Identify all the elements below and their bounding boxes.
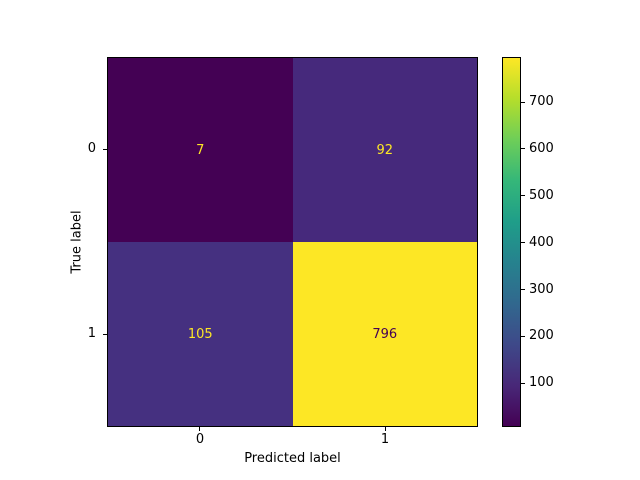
cell-value: 105 xyxy=(187,326,213,342)
colorbar-tick-label: 300 xyxy=(529,282,554,297)
colorbar-tick-mark xyxy=(521,289,525,290)
x-tick-mark-0 xyxy=(199,427,200,431)
colorbar-tick-mark xyxy=(521,102,525,103)
cell-value: 796 xyxy=(372,326,398,342)
colorbar-tick-label: 200 xyxy=(529,328,554,343)
colorbar-tick-label: 500 xyxy=(529,188,554,203)
x-axis-label: Predicted label xyxy=(244,451,341,466)
matrix-cell-r0c0: 7 xyxy=(108,58,293,242)
y-tick-mark-0 xyxy=(103,149,107,150)
y-tick-mark-1 xyxy=(103,334,107,335)
colorbar-tick-mark xyxy=(521,195,525,196)
colorbar-tick-label: 100 xyxy=(529,375,554,390)
matrix-cell-r0c1: 92 xyxy=(292,58,477,242)
y-axis-label: True label xyxy=(69,210,85,274)
colorbar-tick-label: 600 xyxy=(529,141,554,156)
x-tick-label-0: 0 xyxy=(195,432,205,447)
x-tick-label-1: 1 xyxy=(380,432,390,447)
y-tick-label-1: 1 xyxy=(87,326,96,341)
colorbar-tick-mark xyxy=(521,383,525,384)
colorbar-tick-mark xyxy=(521,148,525,149)
cell-value: 7 xyxy=(196,142,205,158)
heatmap-axes: 7 92 105 796 xyxy=(107,57,478,427)
cell-value: 92 xyxy=(376,142,394,158)
colorbar-tick-label: 400 xyxy=(529,235,554,250)
colorbar-tick-mark xyxy=(521,242,525,243)
colorbar-tick-label: 700 xyxy=(529,94,554,109)
matrix-cell-r1c0: 105 xyxy=(108,242,293,426)
colorbar-gradient xyxy=(503,58,520,426)
colorbar-tick-mark xyxy=(521,336,525,337)
matrix-cell-r1c1: 796 xyxy=(292,242,477,426)
colorbar xyxy=(502,57,521,427)
x-tick-mark-1 xyxy=(385,427,386,431)
y-tick-label-0: 0 xyxy=(87,141,96,156)
